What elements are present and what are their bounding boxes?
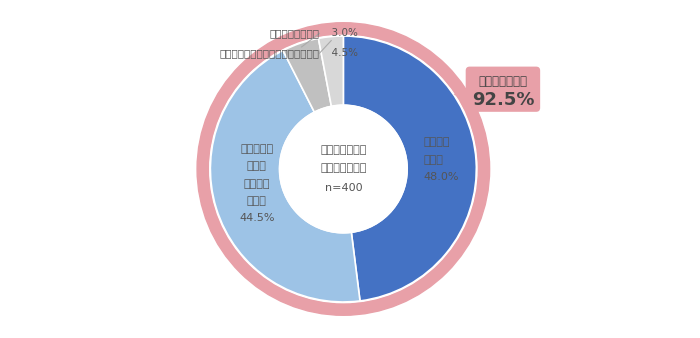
FancyBboxPatch shape <box>466 67 540 112</box>
Wedge shape <box>344 36 476 301</box>
Circle shape <box>210 35 477 303</box>
Text: 48.0%: 48.0% <box>423 172 459 182</box>
Wedge shape <box>318 36 344 106</box>
Text: どちらかといえば影響しないと思う: どちらかといえば影響しないと思う <box>219 48 319 58</box>
Text: 「影響する」計: 「影響する」計 <box>478 75 527 88</box>
Text: 3.0%: 3.0% <box>325 28 358 38</box>
Polygon shape <box>454 87 470 102</box>
Text: どちらかと: どちらかと <box>240 144 274 154</box>
Text: と思う: と思う <box>247 196 267 206</box>
Text: 影響しないと思う: 影響しないと思う <box>270 28 319 38</box>
Text: 室内空気環境と: 室内空気環境と <box>320 145 367 155</box>
Text: 4.5%: 4.5% <box>325 48 358 58</box>
Wedge shape <box>283 39 331 112</box>
Text: いえば: いえば <box>247 161 267 171</box>
Wedge shape <box>211 50 360 302</box>
Circle shape <box>197 23 489 315</box>
Text: パフォーマンス: パフォーマンス <box>320 163 367 173</box>
Text: 92.5%: 92.5% <box>472 91 534 109</box>
Text: n=400: n=400 <box>325 183 362 193</box>
Text: 影響する: 影響する <box>423 138 449 147</box>
Text: 44.5%: 44.5% <box>239 213 274 223</box>
Circle shape <box>279 105 407 233</box>
Text: 影響する: 影響する <box>244 178 270 189</box>
Text: と思う: と思う <box>423 155 443 165</box>
